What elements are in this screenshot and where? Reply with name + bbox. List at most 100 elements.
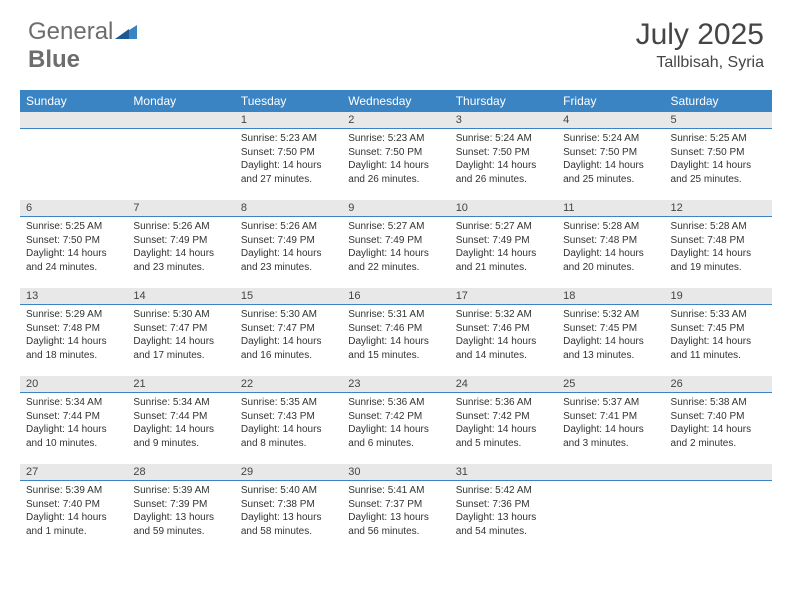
calendar-day-cell: 28Sunrise: 5:39 AMSunset: 7:39 PMDayligh… xyxy=(127,464,234,552)
calendar-week-row: 20Sunrise: 5:34 AMSunset: 7:44 PMDayligh… xyxy=(20,376,772,464)
day-content: Sunrise: 5:24 AMSunset: 7:50 PMDaylight:… xyxy=(557,129,664,192)
calendar-week-row: 6Sunrise: 5:25 AMSunset: 7:50 PMDaylight… xyxy=(20,200,772,288)
day-number: 11 xyxy=(557,200,664,216)
day-number: 26 xyxy=(665,376,772,392)
calendar-body: 1Sunrise: 5:23 AMSunset: 7:50 PMDaylight… xyxy=(20,112,772,552)
calendar-day-cell: 25Sunrise: 5:37 AMSunset: 7:41 PMDayligh… xyxy=(557,376,664,464)
day-number: 5 xyxy=(665,112,772,128)
calendar-day-cell: 3Sunrise: 5:24 AMSunset: 7:50 PMDaylight… xyxy=(450,112,557,200)
calendar-day-cell: 8Sunrise: 5:26 AMSunset: 7:49 PMDaylight… xyxy=(235,200,342,288)
day-number: 27 xyxy=(20,464,127,480)
day-content: Sunrise: 5:37 AMSunset: 7:41 PMDaylight:… xyxy=(557,393,664,456)
day-content: Sunrise: 5:30 AMSunset: 7:47 PMDaylight:… xyxy=(127,305,234,368)
weekday-header: Thursday xyxy=(450,90,557,112)
day-number: 6 xyxy=(20,200,127,216)
day-content: Sunrise: 5:34 AMSunset: 7:44 PMDaylight:… xyxy=(127,393,234,456)
day-content: Sunrise: 5:27 AMSunset: 7:49 PMDaylight:… xyxy=(342,217,449,280)
day-content: Sunrise: 5:38 AMSunset: 7:40 PMDaylight:… xyxy=(665,393,772,456)
day-content: Sunrise: 5:28 AMSunset: 7:48 PMDaylight:… xyxy=(665,217,772,280)
day-number xyxy=(665,464,772,480)
calendar-day-cell: 5Sunrise: 5:25 AMSunset: 7:50 PMDaylight… xyxy=(665,112,772,200)
day-number: 8 xyxy=(235,200,342,216)
calendar-day-cell: 19Sunrise: 5:33 AMSunset: 7:45 PMDayligh… xyxy=(665,288,772,376)
day-content: Sunrise: 5:33 AMSunset: 7:45 PMDaylight:… xyxy=(665,305,772,368)
day-number xyxy=(20,112,127,128)
day-content: Sunrise: 5:29 AMSunset: 7:48 PMDaylight:… xyxy=(20,305,127,368)
day-number: 17 xyxy=(450,288,557,304)
day-number: 25 xyxy=(557,376,664,392)
weekday-header: Sunday xyxy=(20,90,127,112)
day-number: 15 xyxy=(235,288,342,304)
calendar-day-cell: 6Sunrise: 5:25 AMSunset: 7:50 PMDaylight… xyxy=(20,200,127,288)
day-number: 20 xyxy=(20,376,127,392)
day-content: Sunrise: 5:36 AMSunset: 7:42 PMDaylight:… xyxy=(450,393,557,456)
day-content: Sunrise: 5:25 AMSunset: 7:50 PMDaylight:… xyxy=(665,129,772,192)
calendar-table: SundayMondayTuesdayWednesdayThursdayFrid… xyxy=(20,90,772,552)
logo-triangle-icon xyxy=(115,18,137,45)
day-content: Sunrise: 5:24 AMSunset: 7:50 PMDaylight:… xyxy=(450,129,557,192)
day-number: 7 xyxy=(127,200,234,216)
day-content: Sunrise: 5:42 AMSunset: 7:36 PMDaylight:… xyxy=(450,481,557,544)
day-content: Sunrise: 5:34 AMSunset: 7:44 PMDaylight:… xyxy=(20,393,127,456)
location: Tallbisah, Syria xyxy=(636,54,764,72)
calendar-day-cell: 20Sunrise: 5:34 AMSunset: 7:44 PMDayligh… xyxy=(20,376,127,464)
day-number: 18 xyxy=(557,288,664,304)
day-number: 22 xyxy=(235,376,342,392)
weekday-header: Friday xyxy=(557,90,664,112)
calendar-day-cell: 22Sunrise: 5:35 AMSunset: 7:43 PMDayligh… xyxy=(235,376,342,464)
calendar-day-cell: 30Sunrise: 5:41 AMSunset: 7:37 PMDayligh… xyxy=(342,464,449,552)
calendar-day-cell: 23Sunrise: 5:36 AMSunset: 7:42 PMDayligh… xyxy=(342,376,449,464)
day-number: 12 xyxy=(665,200,772,216)
calendar-day-cell: 15Sunrise: 5:30 AMSunset: 7:47 PMDayligh… xyxy=(235,288,342,376)
day-number: 2 xyxy=(342,112,449,128)
calendar-day-cell: 9Sunrise: 5:27 AMSunset: 7:49 PMDaylight… xyxy=(342,200,449,288)
day-content: Sunrise: 5:32 AMSunset: 7:46 PMDaylight:… xyxy=(450,305,557,368)
calendar-day-cell: 26Sunrise: 5:38 AMSunset: 7:40 PMDayligh… xyxy=(665,376,772,464)
calendar-day-cell: 24Sunrise: 5:36 AMSunset: 7:42 PMDayligh… xyxy=(450,376,557,464)
day-number: 9 xyxy=(342,200,449,216)
calendar-day-cell: 29Sunrise: 5:40 AMSunset: 7:38 PMDayligh… xyxy=(235,464,342,552)
day-content: Sunrise: 5:27 AMSunset: 7:49 PMDaylight:… xyxy=(450,217,557,280)
day-content: Sunrise: 5:36 AMSunset: 7:42 PMDaylight:… xyxy=(342,393,449,456)
day-number xyxy=(127,112,234,128)
day-content: Sunrise: 5:30 AMSunset: 7:47 PMDaylight:… xyxy=(235,305,342,368)
weekday-header: Saturday xyxy=(665,90,772,112)
day-number: 28 xyxy=(127,464,234,480)
day-content: Sunrise: 5:40 AMSunset: 7:38 PMDaylight:… xyxy=(235,481,342,544)
weekday-header-row: SundayMondayTuesdayWednesdayThursdayFrid… xyxy=(20,90,772,112)
day-number: 4 xyxy=(557,112,664,128)
calendar-week-row: 27Sunrise: 5:39 AMSunset: 7:40 PMDayligh… xyxy=(20,464,772,552)
month-title: July 2025 xyxy=(636,18,764,52)
calendar-day-cell: 27Sunrise: 5:39 AMSunset: 7:40 PMDayligh… xyxy=(20,464,127,552)
day-content: Sunrise: 5:39 AMSunset: 7:39 PMDaylight:… xyxy=(127,481,234,544)
calendar-day-cell: 14Sunrise: 5:30 AMSunset: 7:47 PMDayligh… xyxy=(127,288,234,376)
calendar-empty-cell xyxy=(557,464,664,552)
calendar-week-row: 13Sunrise: 5:29 AMSunset: 7:48 PMDayligh… xyxy=(20,288,772,376)
calendar-day-cell: 11Sunrise: 5:28 AMSunset: 7:48 PMDayligh… xyxy=(557,200,664,288)
day-content: Sunrise: 5:25 AMSunset: 7:50 PMDaylight:… xyxy=(20,217,127,280)
calendar-day-cell: 31Sunrise: 5:42 AMSunset: 7:36 PMDayligh… xyxy=(450,464,557,552)
day-number: 29 xyxy=(235,464,342,480)
calendar-day-cell: 10Sunrise: 5:27 AMSunset: 7:49 PMDayligh… xyxy=(450,200,557,288)
calendar-empty-cell xyxy=(665,464,772,552)
day-content: Sunrise: 5:35 AMSunset: 7:43 PMDaylight:… xyxy=(235,393,342,456)
header: GeneralBlue July 2025 Tallbisah, Syria xyxy=(0,0,792,84)
day-content: Sunrise: 5:32 AMSunset: 7:45 PMDaylight:… xyxy=(557,305,664,368)
calendar-day-cell: 21Sunrise: 5:34 AMSunset: 7:44 PMDayligh… xyxy=(127,376,234,464)
day-content: Sunrise: 5:23 AMSunset: 7:50 PMDaylight:… xyxy=(342,129,449,192)
weekday-header: Tuesday xyxy=(235,90,342,112)
day-number: 10 xyxy=(450,200,557,216)
day-content: Sunrise: 5:41 AMSunset: 7:37 PMDaylight:… xyxy=(342,481,449,544)
calendar-day-cell: 2Sunrise: 5:23 AMSunset: 7:50 PMDaylight… xyxy=(342,112,449,200)
brand-text: GeneralBlue xyxy=(28,18,137,74)
weekday-header: Monday xyxy=(127,90,234,112)
day-content: Sunrise: 5:28 AMSunset: 7:48 PMDaylight:… xyxy=(557,217,664,280)
calendar-day-cell: 12Sunrise: 5:28 AMSunset: 7:48 PMDayligh… xyxy=(665,200,772,288)
calendar-day-cell: 17Sunrise: 5:32 AMSunset: 7:46 PMDayligh… xyxy=(450,288,557,376)
day-content: Sunrise: 5:31 AMSunset: 7:46 PMDaylight:… xyxy=(342,305,449,368)
day-number: 19 xyxy=(665,288,772,304)
weekday-header: Wednesday xyxy=(342,90,449,112)
title-block: July 2025 Tallbisah, Syria xyxy=(636,18,764,72)
day-number xyxy=(557,464,664,480)
day-content: Sunrise: 5:23 AMSunset: 7:50 PMDaylight:… xyxy=(235,129,342,192)
